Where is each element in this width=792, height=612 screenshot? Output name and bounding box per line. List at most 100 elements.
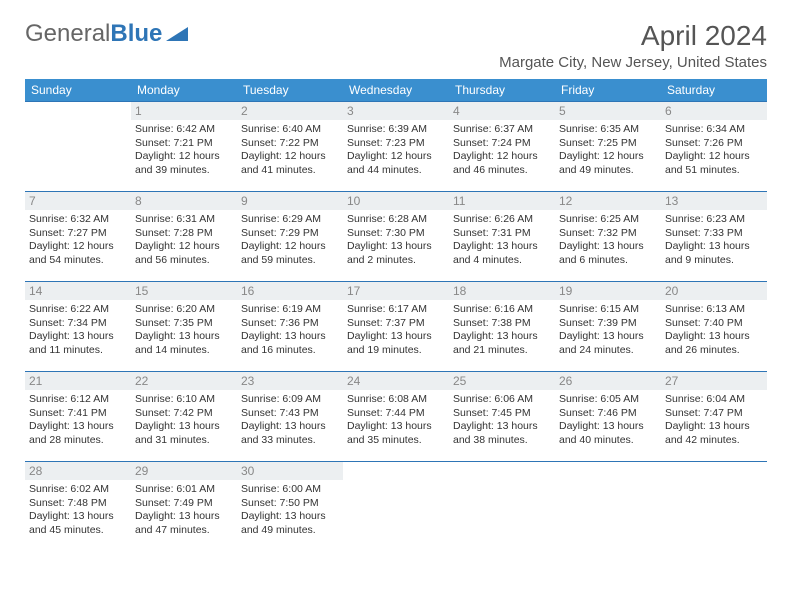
day-info-line: Daylight: 13 hours — [241, 330, 339, 344]
day-number: 12 — [555, 192, 661, 210]
day-info-line: and 26 minutes. — [665, 344, 763, 358]
calendar-day: 22Sunrise: 6:10 AMSunset: 7:42 PMDayligh… — [131, 372, 237, 462]
day-info-line: Daylight: 13 hours — [453, 240, 551, 254]
calendar-day — [25, 102, 131, 192]
calendar-day: 21Sunrise: 6:12 AMSunset: 7:41 PMDayligh… — [25, 372, 131, 462]
day-number: 30 — [237, 462, 343, 480]
calendar-day: 15Sunrise: 6:20 AMSunset: 7:35 PMDayligh… — [131, 282, 237, 372]
day-info-line: Sunset: 7:23 PM — [347, 137, 445, 151]
day-info-line: Daylight: 13 hours — [665, 330, 763, 344]
day-info-line: Daylight: 13 hours — [347, 240, 445, 254]
title-block: April 2024 Margate City, New Jersey, Uni… — [499, 20, 767, 71]
day-info-line: Sunset: 7:43 PM — [241, 407, 339, 421]
day-info-line: Sunset: 7:42 PM — [135, 407, 233, 421]
day-number: 2 — [237, 102, 343, 120]
day-number: 21 — [25, 372, 131, 390]
calendar-day: 1Sunrise: 6:42 AMSunset: 7:21 PMDaylight… — [131, 102, 237, 192]
day-info-line: and 14 minutes. — [135, 344, 233, 358]
day-info-line: and 46 minutes. — [453, 164, 551, 178]
logo-text-1: General — [25, 20, 110, 48]
calendar-day: 20Sunrise: 6:13 AMSunset: 7:40 PMDayligh… — [661, 282, 767, 372]
day-info-line: Sunrise: 6:04 AM — [665, 393, 763, 407]
day-info-line: Daylight: 13 hours — [135, 330, 233, 344]
day-number: 19 — [555, 282, 661, 300]
day-info-line: and 56 minutes. — [135, 254, 233, 268]
calendar-day: 14Sunrise: 6:22 AMSunset: 7:34 PMDayligh… — [25, 282, 131, 372]
day-info-line: Daylight: 13 hours — [665, 420, 763, 434]
calendar-day: 5Sunrise: 6:35 AMSunset: 7:25 PMDaylight… — [555, 102, 661, 192]
day-info-line: and 19 minutes. — [347, 344, 445, 358]
day-info-line: Daylight: 13 hours — [559, 330, 657, 344]
calendar-week: 28Sunrise: 6:02 AMSunset: 7:48 PMDayligh… — [25, 462, 767, 552]
page-header: GeneralBlue April 2024 Margate City, New… — [25, 20, 767, 71]
day-info-line: Daylight: 12 hours — [453, 150, 551, 164]
calendar-day: 19Sunrise: 6:15 AMSunset: 7:39 PMDayligh… — [555, 282, 661, 372]
calendar-day: 6Sunrise: 6:34 AMSunset: 7:26 PMDaylight… — [661, 102, 767, 192]
calendar-day: 24Sunrise: 6:08 AMSunset: 7:44 PMDayligh… — [343, 372, 449, 462]
day-info-line: and 9 minutes. — [665, 254, 763, 268]
day-info-line: and 40 minutes. — [559, 434, 657, 448]
day-info-line: Daylight: 13 hours — [453, 420, 551, 434]
day-info-line: Sunrise: 6:17 AM — [347, 303, 445, 317]
day-info-line: Sunset: 7:37 PM — [347, 317, 445, 331]
weekday-header: Friday — [555, 79, 661, 102]
calendar-day — [449, 462, 555, 552]
day-info-line: Sunset: 7:35 PM — [135, 317, 233, 331]
day-info-line: and 6 minutes. — [559, 254, 657, 268]
day-info-line: Daylight: 13 hours — [665, 240, 763, 254]
calendar-day — [343, 462, 449, 552]
day-info-line: Sunset: 7:49 PM — [135, 497, 233, 511]
day-info-line: Sunset: 7:48 PM — [29, 497, 127, 511]
day-info-line: Daylight: 12 hours — [665, 150, 763, 164]
day-info-line: Sunset: 7:30 PM — [347, 227, 445, 241]
weekday-header: Saturday — [661, 79, 767, 102]
day-info-line: Sunset: 7:28 PM — [135, 227, 233, 241]
day-info-line: Sunrise: 6:40 AM — [241, 123, 339, 137]
calendar-day: 3Sunrise: 6:39 AMSunset: 7:23 PMDaylight… — [343, 102, 449, 192]
calendar-table: SundayMondayTuesdayWednesdayThursdayFrid… — [25, 79, 767, 552]
logo: GeneralBlue — [25, 20, 188, 48]
day-info-line: Sunrise: 6:19 AM — [241, 303, 339, 317]
day-number: 27 — [661, 372, 767, 390]
day-info-line: Sunrise: 6:05 AM — [559, 393, 657, 407]
day-info-line: Sunset: 7:45 PM — [453, 407, 551, 421]
day-number: 8 — [131, 192, 237, 210]
day-info-line: Daylight: 12 hours — [559, 150, 657, 164]
day-number: 20 — [661, 282, 767, 300]
page-subtitle: Margate City, New Jersey, United States — [499, 54, 767, 71]
day-info-line: and 35 minutes. — [347, 434, 445, 448]
triangle-icon — [166, 20, 188, 48]
day-info-line: Sunrise: 6:00 AM — [241, 483, 339, 497]
day-info-line: Sunrise: 6:12 AM — [29, 393, 127, 407]
day-info-line: Daylight: 13 hours — [559, 240, 657, 254]
day-info-line: and 38 minutes. — [453, 434, 551, 448]
day-number: 17 — [343, 282, 449, 300]
day-info-line: Sunrise: 6:32 AM — [29, 213, 127, 227]
day-info-line: Sunrise: 6:02 AM — [29, 483, 127, 497]
calendar-day: 9Sunrise: 6:29 AMSunset: 7:29 PMDaylight… — [237, 192, 343, 282]
day-info-line: Sunrise: 6:01 AM — [135, 483, 233, 497]
day-info-line: and 16 minutes. — [241, 344, 339, 358]
day-info-line: Daylight: 12 hours — [241, 150, 339, 164]
day-info-line: Sunrise: 6:26 AM — [453, 213, 551, 227]
day-info-line: Sunset: 7:47 PM — [665, 407, 763, 421]
day-info-line: Sunset: 7:25 PM — [559, 137, 657, 151]
weekday-header: Thursday — [449, 79, 555, 102]
day-number: 26 — [555, 372, 661, 390]
day-info-line: Sunrise: 6:09 AM — [241, 393, 339, 407]
calendar-day: 23Sunrise: 6:09 AMSunset: 7:43 PMDayligh… — [237, 372, 343, 462]
calendar-day: 30Sunrise: 6:00 AMSunset: 7:50 PMDayligh… — [237, 462, 343, 552]
calendar-day: 18Sunrise: 6:16 AMSunset: 7:38 PMDayligh… — [449, 282, 555, 372]
day-info-line: Sunset: 7:36 PM — [241, 317, 339, 331]
calendar-day — [555, 462, 661, 552]
calendar-day: 2Sunrise: 6:40 AMSunset: 7:22 PMDaylight… — [237, 102, 343, 192]
weekday-header: Monday — [131, 79, 237, 102]
day-info-line: Sunset: 7:31 PM — [453, 227, 551, 241]
day-info-line: and 21 minutes. — [453, 344, 551, 358]
page-title: April 2024 — [499, 20, 767, 52]
calendar-week: 7Sunrise: 6:32 AMSunset: 7:27 PMDaylight… — [25, 192, 767, 282]
day-info-line: Sunset: 7:24 PM — [453, 137, 551, 151]
day-info-line: Sunrise: 6:06 AM — [453, 393, 551, 407]
calendar-week: 14Sunrise: 6:22 AMSunset: 7:34 PMDayligh… — [25, 282, 767, 372]
calendar-day: 17Sunrise: 6:17 AMSunset: 7:37 PMDayligh… — [343, 282, 449, 372]
